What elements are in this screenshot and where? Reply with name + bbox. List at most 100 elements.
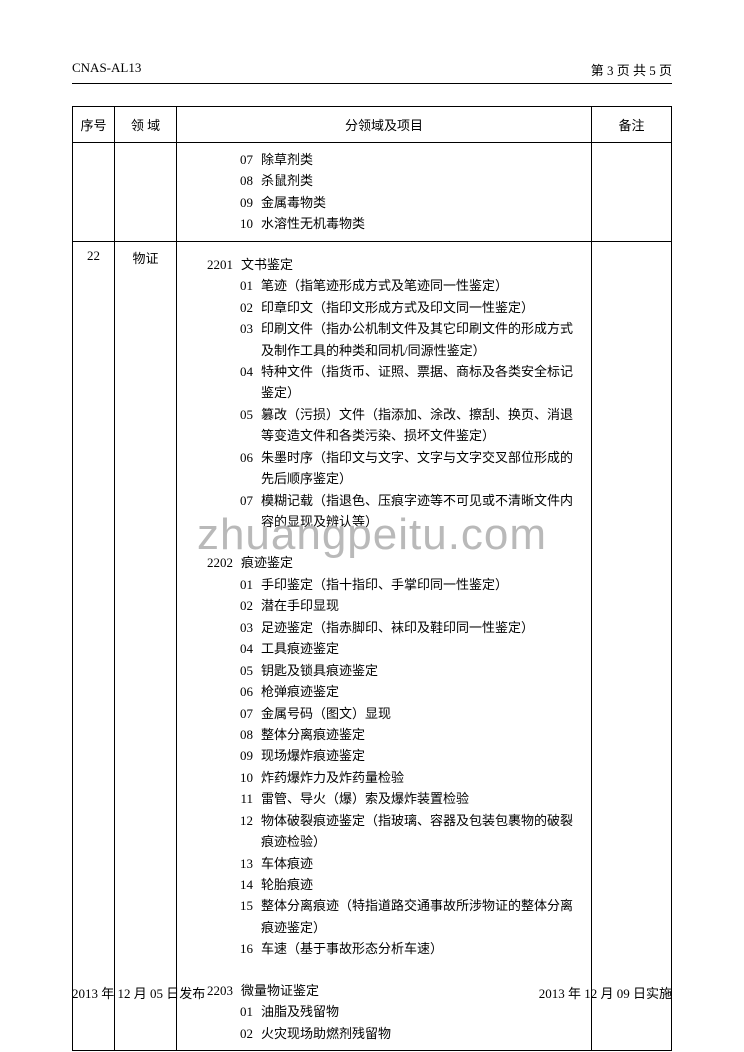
list-item: 06朱墨时序（指印文与文字、文字与文字交叉部位形成的先后顺序鉴定） (183, 447, 581, 490)
item-label: 金属号码（图文）显现 (261, 703, 581, 724)
section-label: 痕迹鉴定 (241, 552, 581, 573)
list-item: 09现场爆炸痕迹鉴定 (183, 745, 581, 766)
item-label: 足迹鉴定（指赤脚印、袜印及鞋印同一性鉴定） (261, 617, 581, 638)
table-row: 07除草剂类08杀鼠剂类09金属毒物类10水溶性无机毒物类 (73, 143, 672, 242)
item-label: 火灾现场助燃剂残留物 (261, 1023, 581, 1044)
list-item: 11雷管、导火（爆）索及爆炸装置检验 (183, 788, 581, 809)
cell-domain (115, 143, 177, 242)
list-item: 08杀鼠剂类 (183, 170, 581, 191)
item-label: 现场爆炸痕迹鉴定 (261, 745, 581, 766)
table-header-row: 序号 领 域 分领域及项目 备注 (73, 107, 672, 143)
list-item: 06枪弹痕迹鉴定 (183, 681, 581, 702)
list-item: 13车体痕迹 (183, 853, 581, 874)
item-code: 02 (183, 595, 261, 616)
list-item: 02火灾现场助燃剂残留物 (183, 1023, 581, 1044)
list-item: 14轮胎痕迹 (183, 874, 581, 895)
item-label: 工具痕迹鉴定 (261, 638, 581, 659)
list-item: 07金属号码（图文）显现 (183, 703, 581, 724)
item-label: 印刷文件（指办公机制文件及其它印刷文件的形成方式及制作工具的种类和同机/同源性鉴… (261, 318, 581, 361)
item-code: 03 (183, 318, 261, 361)
item-label: 枪弹痕迹鉴定 (261, 681, 581, 702)
item-label: 金属毒物类 (261, 192, 581, 213)
item-code: 02 (183, 297, 261, 318)
item-label: 笔迹（指笔迹形成方式及笔迹同一性鉴定） (261, 275, 581, 296)
main-table: 序号 领 域 分领域及项目 备注 07除草剂类08杀鼠剂类09金属毒物类10水溶… (72, 106, 672, 1051)
item-label: 雷管、导火（爆）索及爆炸装置检验 (261, 788, 581, 809)
cell-content: 07除草剂类08杀鼠剂类09金属毒物类10水溶性无机毒物类 (177, 143, 592, 242)
list-item: 10炸药爆炸力及炸药量检验 (183, 767, 581, 788)
list-item: 08整体分离痕迹鉴定 (183, 724, 581, 745)
item-label: 杀鼠剂类 (261, 170, 581, 191)
list-item: 07模糊记载（指退色、压痕字迹等不可见或不清晰文件内容的显现及辨认等） (183, 490, 581, 533)
header-right: 第 3 页 共 5 页 (591, 60, 672, 79)
item-code: 04 (183, 638, 261, 659)
item-code: 10 (183, 213, 261, 234)
cell-seq: 22 (73, 241, 115, 1050)
item-code: 07 (183, 490, 261, 533)
list-item: 02印章印文（指印文形成方式及印文同一性鉴定） (183, 297, 581, 318)
section-title: 2202痕迹鉴定 (183, 552, 581, 573)
item-code: 08 (183, 170, 261, 191)
item-code: 12 (183, 810, 261, 853)
item-label: 整体分离痕迹鉴定 (261, 724, 581, 745)
list-item: 03足迹鉴定（指赤脚印、袜印及鞋印同一性鉴定） (183, 617, 581, 638)
list-item: 02潜在手印显现 (183, 595, 581, 616)
item-code: 11 (183, 788, 261, 809)
item-code: 09 (183, 192, 261, 213)
list-item: 04特种文件（指货币、证照、票据、商标及各类安全标记鉴定） (183, 361, 581, 404)
cell-note (592, 241, 672, 1050)
item-code: 08 (183, 724, 261, 745)
table-row: 22 物证 2201文书鉴定01笔迹（指笔迹形成方式及笔迹同一性鉴定）02印章印… (73, 241, 672, 1050)
item-label: 朱墨时序（指印文与文字、文字与文字交叉部位形成的先后顺序鉴定） (261, 447, 581, 490)
item-label: 车体痕迹 (261, 853, 581, 874)
item-code: 13 (183, 853, 261, 874)
item-label: 特种文件（指货币、证照、票据、商标及各类安全标记鉴定） (261, 361, 581, 404)
item-label: 轮胎痕迹 (261, 874, 581, 895)
item-code: 15 (183, 895, 261, 938)
item-code: 02 (183, 1023, 261, 1044)
footer-right: 2013 年 12 月 09 日实施 (539, 983, 672, 1002)
th-note: 备注 (592, 107, 672, 143)
cell-note (592, 143, 672, 242)
item-code: 05 (183, 404, 261, 447)
item-label: 除草剂类 (261, 149, 581, 170)
list-item: 15整体分离痕迹（特指道路交通事故所涉物证的整体分离痕迹鉴定） (183, 895, 581, 938)
item-code: 07 (183, 703, 261, 724)
list-item: 10水溶性无机毒物类 (183, 213, 581, 234)
section-code: 2202 (183, 552, 241, 573)
item-code: 16 (183, 938, 261, 959)
list-item: 05篡改（污损）文件（指添加、涂改、擦刮、换页、消退等变造文件和各类污染、损坏文… (183, 404, 581, 447)
item-label: 物体破裂痕迹鉴定（指玻璃、容器及包装包裹物的破裂痕迹检验） (261, 810, 581, 853)
section-label: 文书鉴定 (241, 254, 581, 275)
list-item: 01油脂及残留物 (183, 1001, 581, 1022)
list-item: 03印刷文件（指办公机制文件及其它印刷文件的形成方式及制作工具的种类和同机/同源… (183, 318, 581, 361)
item-code: 06 (183, 681, 261, 702)
th-content: 分领域及项目 (177, 107, 592, 143)
item-label: 潜在手印显现 (261, 595, 581, 616)
item-code: 06 (183, 447, 261, 490)
list-item: 01笔迹（指笔迹形成方式及笔迹同一性鉴定） (183, 275, 581, 296)
item-code: 09 (183, 745, 261, 766)
item-label: 手印鉴定（指十指印、手掌印同一性鉴定） (261, 574, 581, 595)
cell-domain: 物证 (115, 241, 177, 1050)
footer-left: 2013 年 12 月 05 日发布 (72, 983, 205, 1002)
item-label: 印章印文（指印文形成方式及印文同一性鉴定） (261, 297, 581, 318)
page-header: CNAS-AL13 第 3 页 共 5 页 (72, 60, 672, 84)
cell-seq (73, 143, 115, 242)
item-code: 05 (183, 660, 261, 681)
item-code: 10 (183, 767, 261, 788)
item-label: 炸药爆炸力及炸药量检验 (261, 767, 581, 788)
section-code: 2201 (183, 254, 241, 275)
section-title: 2201文书鉴定 (183, 254, 581, 275)
item-label: 钥匙及锁具痕迹鉴定 (261, 660, 581, 681)
list-item: 04工具痕迹鉴定 (183, 638, 581, 659)
item-code: 07 (183, 149, 261, 170)
item-code: 03 (183, 617, 261, 638)
item-label: 油脂及残留物 (261, 1001, 581, 1022)
th-seq: 序号 (73, 107, 115, 143)
item-label: 水溶性无机毒物类 (261, 213, 581, 234)
cell-content: 2201文书鉴定01笔迹（指笔迹形成方式及笔迹同一性鉴定）02印章印文（指印文形… (177, 241, 592, 1050)
list-item: 05钥匙及锁具痕迹鉴定 (183, 660, 581, 681)
header-left: CNAS-AL13 (72, 60, 141, 79)
item-code: 14 (183, 874, 261, 895)
